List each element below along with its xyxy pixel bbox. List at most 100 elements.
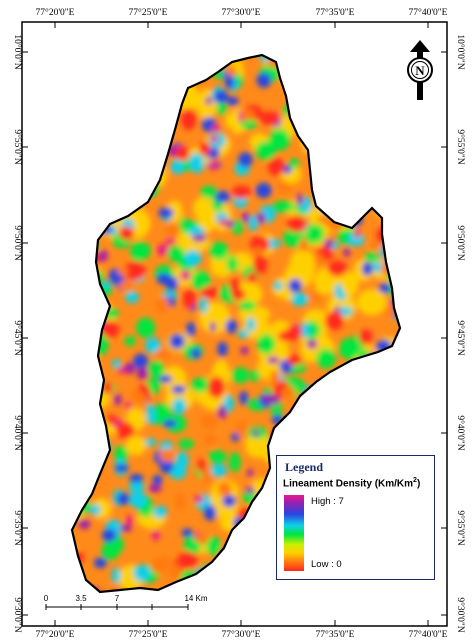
density-blob bbox=[217, 481, 232, 497]
density-blob bbox=[355, 122, 369, 140]
density-blob bbox=[341, 387, 351, 398]
legend-box: Legend Lineament Density (Km/Km2) High :… bbox=[276, 455, 435, 580]
density-blob bbox=[100, 174, 112, 185]
density-blob bbox=[116, 492, 130, 506]
density-blob bbox=[211, 124, 221, 133]
density-blob bbox=[159, 448, 175, 462]
density-blob bbox=[164, 224, 181, 239]
density-blob bbox=[160, 93, 171, 103]
lon-label-top-4: 77°35'0"E bbox=[316, 7, 355, 18]
density-blob bbox=[180, 269, 191, 281]
legend-high-label: High : 7 bbox=[311, 496, 344, 507]
density-blob bbox=[85, 64, 96, 73]
density-blob bbox=[330, 145, 352, 161]
density-blob bbox=[72, 351, 91, 370]
density-blob bbox=[113, 124, 127, 139]
density-blob bbox=[72, 118, 80, 135]
density-blob bbox=[368, 582, 377, 592]
density-blob bbox=[383, 161, 397, 170]
density-blob bbox=[272, 394, 280, 406]
density-blob bbox=[222, 494, 237, 508]
density-blob bbox=[72, 542, 74, 554]
density-blob bbox=[239, 555, 258, 573]
density-blob bbox=[241, 211, 251, 224]
density-blob bbox=[200, 55, 216, 71]
density-blob bbox=[314, 253, 324, 266]
density-blob bbox=[371, 152, 386, 165]
density-blob bbox=[165, 238, 175, 245]
density-blob bbox=[102, 68, 118, 98]
density-blob bbox=[209, 160, 219, 171]
density-blob bbox=[252, 429, 260, 437]
density-blob bbox=[72, 328, 74, 345]
density-blob bbox=[342, 129, 373, 157]
density-blob bbox=[192, 234, 207, 242]
density-blob bbox=[295, 100, 313, 112]
density-blob bbox=[72, 346, 99, 377]
density-blob bbox=[358, 329, 373, 345]
density-blob bbox=[86, 105, 104, 122]
density-blob bbox=[276, 182, 292, 193]
density-blob bbox=[246, 272, 257, 284]
density-blob bbox=[238, 152, 253, 168]
density-blob bbox=[380, 404, 399, 425]
density-blob bbox=[253, 254, 268, 275]
density-blob bbox=[367, 59, 389, 73]
density-blob bbox=[291, 435, 301, 444]
density-blob bbox=[101, 89, 120, 105]
density-blob bbox=[190, 377, 211, 393]
density-blob bbox=[231, 185, 252, 199]
density-blob bbox=[129, 473, 144, 483]
density-blob bbox=[133, 564, 151, 582]
density-blob bbox=[336, 118, 350, 134]
lat-label-left-6: 9°35'0"N bbox=[12, 510, 23, 545]
density-blob bbox=[293, 92, 308, 103]
density-blob bbox=[177, 551, 198, 569]
density-blob bbox=[156, 296, 170, 314]
lat-label-left-4: 9°45'0"N bbox=[12, 320, 23, 355]
density-blob bbox=[136, 317, 156, 338]
lat-label-right-6: 9°35'0"N bbox=[455, 510, 466, 545]
density-blob bbox=[306, 120, 320, 138]
density-blob bbox=[122, 58, 147, 84]
density-blob bbox=[124, 336, 136, 347]
density-blob bbox=[387, 405, 400, 422]
density-blob bbox=[343, 129, 362, 146]
density-blob bbox=[78, 519, 91, 530]
density-blob bbox=[370, 369, 388, 378]
density-blob bbox=[318, 380, 330, 391]
density-blob bbox=[213, 90, 229, 104]
lon-label-bottom-5: 77°40'0"E bbox=[409, 629, 448, 640]
density-blob bbox=[72, 65, 85, 86]
density-blob bbox=[324, 311, 344, 330]
density-blob bbox=[368, 55, 390, 71]
density-blob bbox=[267, 356, 279, 364]
density-blob bbox=[72, 349, 78, 366]
density-blob bbox=[314, 267, 335, 296]
density-blob bbox=[291, 292, 309, 307]
density-blob bbox=[252, 504, 264, 519]
density-blob bbox=[345, 68, 374, 90]
density-blob bbox=[199, 296, 208, 314]
density-blob bbox=[188, 153, 204, 172]
density-blob bbox=[395, 353, 400, 361]
density-blob bbox=[309, 392, 325, 412]
density-blob bbox=[347, 406, 372, 437]
lat-label-right-2: 9°55'0"N bbox=[455, 129, 466, 164]
density-blob bbox=[299, 323, 311, 338]
density-blob bbox=[218, 587, 231, 592]
density-blob bbox=[209, 241, 229, 260]
density-blob bbox=[81, 256, 92, 278]
density-blob bbox=[125, 401, 132, 410]
density-blob bbox=[332, 143, 345, 160]
density-blob bbox=[288, 72, 316, 96]
scale-bar: 0 3.5 7 14 Km bbox=[44, 594, 208, 610]
density-blob bbox=[123, 167, 133, 179]
density-blob bbox=[229, 452, 241, 473]
density-blob bbox=[170, 159, 185, 175]
density-blob bbox=[88, 587, 100, 592]
density-blob bbox=[346, 181, 362, 191]
density-blob bbox=[325, 152, 343, 168]
density-blob bbox=[99, 142, 113, 153]
